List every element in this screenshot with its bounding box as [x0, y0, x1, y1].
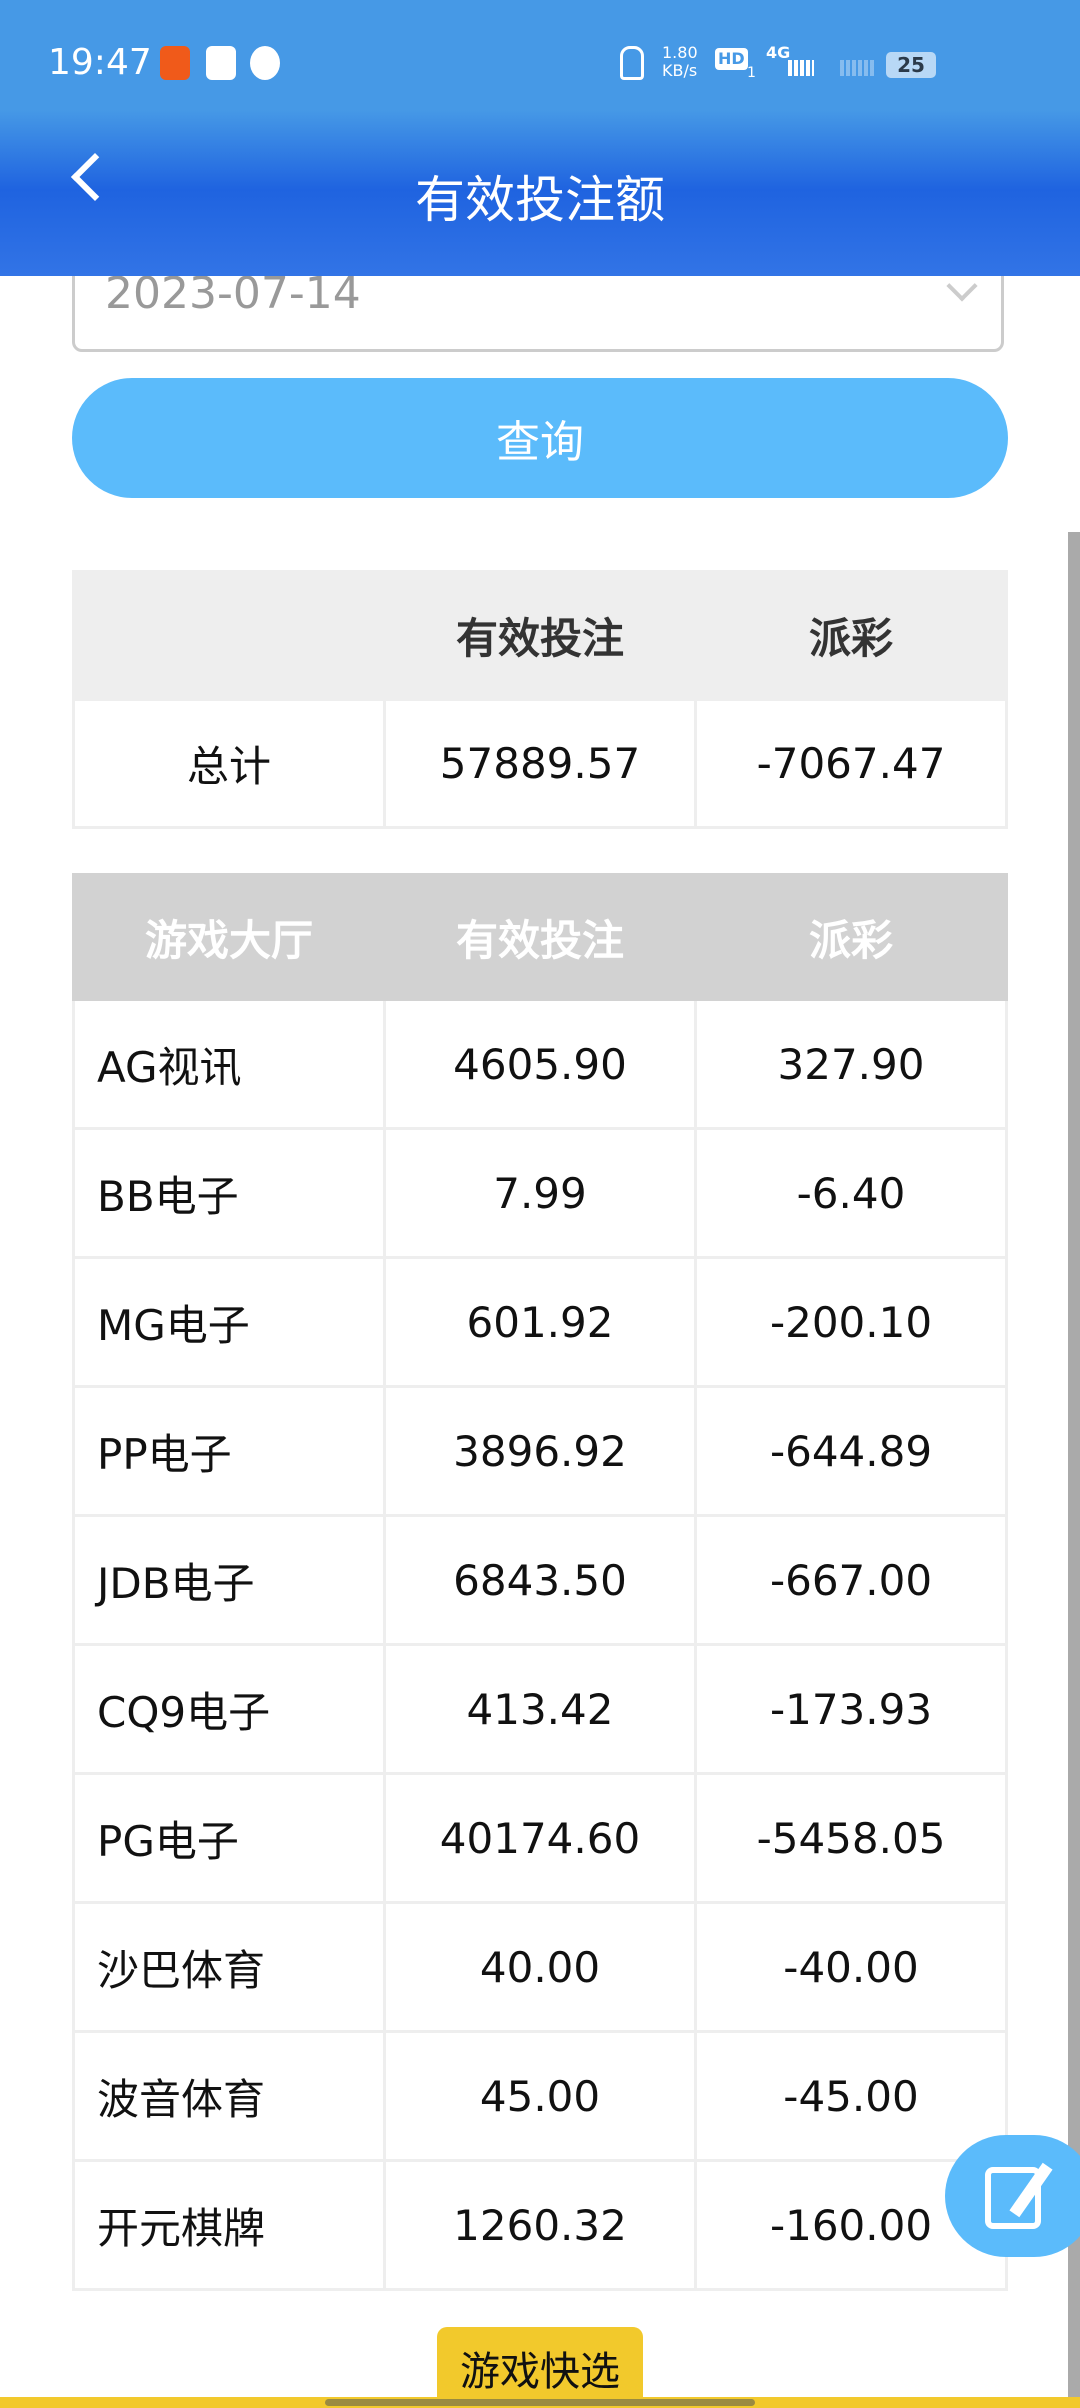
game-bet: 413.42 — [383, 1643, 697, 1775]
game-payout: -200.10 — [694, 1256, 1008, 1388]
game-name: BB电子 — [72, 1127, 386, 1259]
query-button[interactable]: 查询 — [72, 378, 1008, 498]
net-speed-value: 1.80 — [662, 43, 698, 62]
table-row: BB电子 7.99 -6.40 — [72, 1127, 1008, 1259]
status-time: 19:47 — [48, 42, 152, 83]
game-name: CQ9电子 — [72, 1643, 386, 1775]
quick-select-button[interactable]: 游戏快选 — [437, 2327, 643, 2408]
table-row: MG电子 601.92 -200.10 — [72, 1256, 1008, 1388]
header-hall: 游戏大厅 — [72, 873, 386, 1001]
battery-icon: 25 — [886, 52, 936, 78]
game-name: 波音体育 — [72, 2030, 386, 2162]
signal2-icon — [840, 60, 874, 76]
game-bet: 1260.32 — [383, 2159, 697, 2291]
edit-float-button[interactable] — [945, 2135, 1080, 2257]
hd-icon: HD — [715, 48, 748, 70]
game-payout: -40.00 — [694, 1901, 1008, 2033]
table-row: 开元棋牌 1260.32 -160.00 — [72, 2159, 1008, 2291]
table-row: PP电子 3896.92 -644.89 — [72, 1385, 1008, 1517]
mute-bell-icon — [620, 46, 644, 80]
sim-number: 1 — [747, 65, 756, 81]
game-payout: -173.93 — [694, 1643, 1008, 1775]
game-bet: 40174.60 — [383, 1772, 697, 1904]
header-payout: 派彩 — [694, 873, 1008, 1001]
game-name: PP电子 — [72, 1385, 386, 1517]
game-bet: 40.00 — [383, 1901, 697, 2033]
game-payout: 327.90 — [694, 998, 1008, 1130]
date-value: 2023-07-14 — [105, 268, 361, 319]
game-bet: 601.92 — [383, 1256, 697, 1388]
home-indicator[interactable] — [325, 2399, 755, 2406]
table-row: CQ9电子 413.42 -173.93 — [72, 1643, 1008, 1775]
summary-payout: -7067.47 — [694, 698, 1008, 829]
net-speed: 1.80 KB/s — [662, 44, 698, 80]
game-payout: -5458.05 — [694, 1772, 1008, 1904]
edit-note-icon — [985, 2167, 1041, 2229]
summary-header-payout: 派彩 — [694, 570, 1008, 701]
table-row: 沙巴体育 40.00 -40.00 — [72, 1901, 1008, 2033]
game-bet: 4605.90 — [383, 998, 697, 1130]
game-name: PG电子 — [72, 1772, 386, 1904]
summary-row: 总计 57889.57 -7067.47 — [72, 698, 1008, 829]
network-type: 4G — [766, 43, 791, 62]
header-bet: 有效投注 — [383, 873, 697, 1001]
app-header: 19:47 1.80 KB/s HD 1 4G 25 有效投注额 — [0, 0, 1080, 276]
game-payout: -45.00 — [694, 2030, 1008, 2162]
summary-label: 总计 — [72, 698, 386, 829]
summary-bet: 57889.57 — [383, 698, 697, 829]
scrollbar[interactable] — [1068, 532, 1080, 2408]
game-payout: -667.00 — [694, 1514, 1008, 1646]
message-notification-icon — [206, 46, 236, 80]
signal-icon — [788, 60, 814, 76]
table-row: PG电子 40174.60 -5458.05 — [72, 1772, 1008, 1904]
table-row: 波音体育 45.00 -45.00 — [72, 2030, 1008, 2162]
game-payout: -6.40 — [694, 1127, 1008, 1259]
game-name: JDB电子 — [72, 1514, 386, 1646]
table-row: AG视讯 4605.90 327.90 — [72, 998, 1008, 1130]
summary-header-bet: 有效投注 — [383, 570, 697, 701]
game-name: 开元棋牌 — [72, 2159, 386, 2291]
game-name: AG视讯 — [72, 998, 386, 1130]
game-bet: 45.00 — [383, 2030, 697, 2162]
page-title: 有效投注额 — [415, 171, 665, 229]
summary-header-blank — [72, 570, 386, 701]
game-bet: 6843.50 — [383, 1514, 697, 1646]
game-bet: 3896.92 — [383, 1385, 697, 1517]
app-notification-icon — [160, 46, 190, 80]
table-row: JDB电子 6843.50 -667.00 — [72, 1514, 1008, 1646]
cat-app-icon — [250, 46, 280, 80]
game-name: 沙巴体育 — [72, 1901, 386, 2033]
game-bet: 7.99 — [383, 1127, 697, 1259]
game-name: MG电子 — [72, 1256, 386, 1388]
game-payout: -644.89 — [694, 1385, 1008, 1517]
net-speed-unit: KB/s — [662, 61, 698, 80]
summary-table: 有效投注 派彩 总计 57889.57 -7067.47 — [72, 570, 1008, 829]
games-table: 游戏大厅 有效投注 派彩 AG视讯 4605.90 327.90 BB电子 7.99 -6.4… — [72, 873, 1008, 2291]
